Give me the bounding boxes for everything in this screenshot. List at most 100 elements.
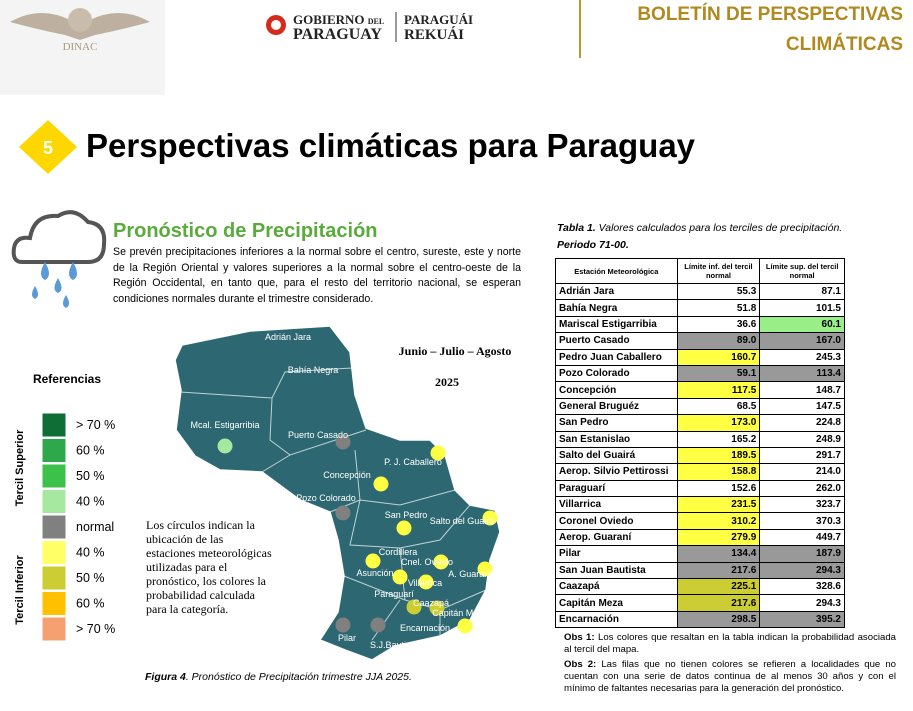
legend: Referencias Tercil Superior Tercil Infer…: [14, 372, 115, 642]
legend-title: Referencias: [33, 372, 101, 386]
map-label: Concepción: [323, 470, 371, 480]
legend-label: > 70 %: [76, 418, 115, 432]
station-name: Coronel Oviedo: [555, 512, 678, 530]
table-caption-label: Tabla 1.: [557, 222, 596, 234]
section-title: Perspectivas climáticas para Paraguay: [86, 127, 696, 164]
table-row: San Pedro 173.0 224.8: [555, 414, 845, 432]
table-value: 89.0: [676, 332, 761, 350]
figure-caption-label: Figura 4: [145, 671, 186, 683]
table-value: 217.6: [676, 561, 761, 580]
legend-swatch: [41, 463, 67, 489]
logo-emblem: [68, 8, 92, 32]
legend-label: > 70 %: [76, 622, 115, 636]
map-label: Pilar: [338, 633, 356, 643]
map-label: Encarnación: [400, 623, 450, 633]
station-marker: [335, 434, 351, 450]
thresholds-table: Estación Meteorológica Límite inf. del te…: [555, 258, 845, 629]
table-row: Encarnación 298.5 395.2: [555, 610, 845, 629]
table-value: 370.3: [759, 512, 845, 530]
legend-label: 60 %: [76, 597, 105, 611]
legend-label: 50 %: [76, 571, 105, 585]
table-value: 113.4: [759, 364, 845, 383]
obs1-label: Obs 1:: [564, 632, 595, 643]
table-value: 231.5: [676, 496, 761, 514]
table-value: 225.1: [676, 578, 761, 596]
station-marker: [217, 438, 233, 454]
map-label: Cordillera: [379, 547, 418, 557]
table-value: 214.0: [759, 463, 845, 481]
station-name: Capitán Meza: [555, 594, 678, 612]
table-value: 245.3: [759, 348, 845, 366]
table-value: 323.7: [759, 496, 845, 514]
legend-swatch: [41, 412, 67, 438]
section-badge: [19, 120, 77, 174]
table-row: Concepción 117.5 148.7: [555, 381, 845, 399]
map-borders: [179, 367, 487, 641]
station-marker: [365, 553, 381, 569]
table-row: Coronel Oviedo 310.2 370.3: [555, 512, 845, 530]
map-label: San Pedro: [385, 510, 428, 520]
station-marker: [335, 505, 351, 521]
cloud-icon: [11, 210, 107, 264]
forecast-paragraph: Se prevén precipitaciones inferiores a l…: [113, 246, 521, 305]
table-value: 152.6: [676, 479, 761, 498]
table-value: 158.8: [676, 463, 761, 481]
map-label: Paraguarí: [374, 589, 414, 599]
station-marker: [433, 554, 449, 570]
map-label: Bahía Negra: [288, 365, 339, 375]
table-caption-text: Valores calculados para los terciles de …: [595, 222, 843, 234]
station-name: Pedro Juan Caballero: [555, 348, 678, 366]
table-row: Salto del Guairá 189.5 291.7: [555, 446, 845, 465]
section-number: 5: [43, 138, 53, 158]
station-name: Pilar: [555, 545, 678, 563]
station-name: Paraguarí: [555, 479, 678, 498]
legend-swatch: [41, 591, 67, 616]
station-marker: [370, 617, 386, 633]
station-name: Bahía Negra: [555, 299, 678, 317]
station-marker: [373, 476, 389, 492]
legend-upper-label: Tercil Superior: [14, 429, 26, 507]
rekuai-line1: PARAGUÁI: [404, 12, 473, 27]
table-value: 291.7: [759, 446, 845, 465]
gov-word: GOBIERNO: [293, 12, 365, 27]
forecast-title: Pronóstico de Precipitación: [113, 220, 378, 242]
gov-line2: PARAGUAY: [293, 26, 382, 43]
table-value: 167.0: [759, 332, 845, 350]
table-value: 449.7: [759, 528, 845, 547]
legend-swatch: [41, 540, 67, 565]
obs1: Obs 1: Los colores que resaltan en la ta…: [564, 632, 896, 656]
map-label: Villarrica: [408, 578, 442, 588]
table-value: 294.3: [759, 561, 845, 580]
map-label: Salto del Guairá: [430, 516, 495, 526]
legend-swatch: [41, 514, 67, 540]
table-row: Aerop. Silvio Pettirossi 158.8 214.0: [555, 463, 845, 481]
obs2: Obs 2: Las filas que no tienen colores s…: [564, 659, 896, 695]
table-value: 68.5: [676, 397, 761, 416]
table-row: General Bruguéz 68.5 147.5: [555, 397, 845, 416]
map-label: Asunción: [356, 568, 393, 578]
table-row: Bahía Negra 51.8 101.5: [555, 299, 845, 317]
table-row: Pozo Colorado 59.1 113.4: [555, 364, 845, 383]
station-marker: [406, 599, 422, 615]
map-period: Junio – Julio – Agosto: [399, 344, 512, 358]
map-label: A. Guaraní: [448, 569, 492, 579]
table-caption: Tabla 1. Valores calculados para los ter…: [557, 220, 897, 254]
bulletin-title: CLIMÁTICAS: [786, 33, 903, 55]
bulletin-title: BOLETÍN DE PERSPECTIVAS: [637, 3, 903, 25]
station-name: Mariscal Estigarribia: [555, 315, 678, 334]
table-value: 294.3: [759, 594, 845, 612]
table-row: Mariscal Estigarribia 36.6 60.1: [555, 315, 845, 334]
station-marker: [418, 574, 434, 590]
rain-drops: [32, 262, 77, 308]
table-value: 165.2: [676, 430, 761, 448]
table-row: San Estanislao 165.2 248.9: [555, 430, 845, 448]
table-row: Villarrica 231.5 323.7: [555, 496, 845, 514]
table-row: Capitán Meza 217.6 294.3: [555, 594, 845, 612]
obs1-text: Los colores que resaltan en la tabla ind…: [564, 632, 896, 655]
station-name: Pozo Colorado: [555, 364, 678, 383]
gov-emblem-center: [271, 20, 281, 30]
table-value: 224.8: [759, 414, 845, 432]
legend-label: 50 %: [76, 469, 105, 483]
table-row: Aerop. Guaraní 279.9 449.7: [555, 528, 845, 547]
